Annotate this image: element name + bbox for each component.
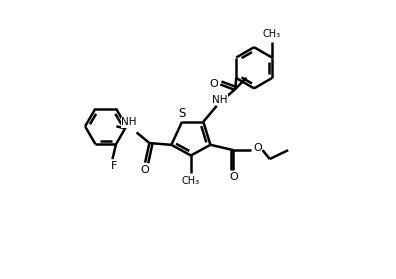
- Text: NH: NH: [121, 117, 137, 128]
- Text: CH₃: CH₃: [263, 30, 281, 39]
- Text: O: O: [140, 165, 149, 175]
- Text: CH₃: CH₃: [182, 176, 200, 186]
- Text: NH: NH: [212, 95, 227, 105]
- Text: O: O: [229, 172, 238, 182]
- Text: O: O: [253, 143, 262, 153]
- Text: F: F: [111, 161, 118, 171]
- Text: S: S: [178, 107, 186, 121]
- Text: O: O: [209, 79, 218, 89]
